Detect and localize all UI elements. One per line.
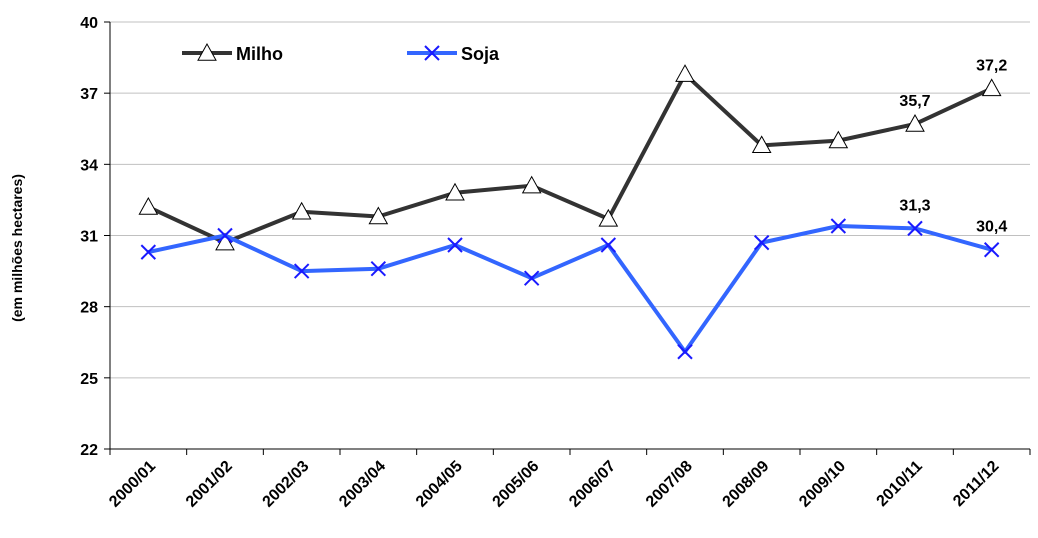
- x-tick-label: 2000/01: [106, 458, 159, 511]
- x-marker: [677, 344, 693, 360]
- y-tick-label: 25: [80, 371, 98, 388]
- x-tick-label: 2004/05: [413, 458, 466, 511]
- y-tick-label: 40: [80, 15, 98, 32]
- x-tick-label: 2007/08: [643, 458, 696, 511]
- triangle-marker: [215, 232, 235, 251]
- x-marker: [424, 45, 440, 61]
- x-marker: [293, 263, 310, 279]
- x-tick-label: 2010/11: [874, 458, 926, 510]
- legend-label: Soja: [461, 44, 500, 64]
- y-tick-label: 37: [80, 86, 98, 103]
- data-labels: 35,7 37,2 31,3 30,4: [899, 57, 1007, 235]
- series-line: [147, 72, 993, 245]
- data-label: 37,2: [976, 57, 1007, 74]
- x-tick-label: 2005/06: [490, 458, 543, 511]
- triangle-marker: [138, 197, 159, 215]
- data-label: 35,7: [899, 93, 930, 110]
- y-tick-label: 31: [80, 229, 98, 246]
- triangle-marker: [291, 201, 312, 220]
- triangle-marker: [905, 113, 925, 132]
- x-marker: [217, 227, 233, 244]
- legend-item-milho: Milho: [182, 42, 283, 64]
- y-tick-label: 28: [80, 300, 98, 317]
- y-axis-title: (em milhões hectares): [9, 174, 25, 322]
- x-marker: [983, 242, 1000, 258]
- triangle-marker: [368, 206, 389, 225]
- x-tick-label: 2003/04: [336, 458, 389, 511]
- series-milho: [138, 64, 1002, 251]
- legend-label: Milho: [236, 44, 283, 64]
- data-label: 31,3: [899, 197, 930, 214]
- triangle-marker: [197, 42, 217, 61]
- grid-lines: [110, 21, 1030, 379]
- y-tick-label: 34: [80, 157, 98, 174]
- triangle-marker: [828, 130, 849, 149]
- x-tick-label: 2009/10: [796, 458, 849, 511]
- x-marker: [447, 237, 463, 253]
- triangle-marker: [445, 182, 465, 201]
- legend-item-soja: Soja: [407, 44, 500, 64]
- y-tick-label: 22: [80, 442, 98, 459]
- triangle-marker: [675, 64, 695, 82]
- x-axis: 2000/01 2001/02 2002/03 2003/04 2004/05 2005/…: [106, 448, 1031, 511]
- y-axis: 22 25 28 31 34 37 40: [80, 15, 111, 459]
- series-line: [147, 224, 993, 354]
- triangle-marker: [521, 175, 542, 194]
- x-tick-label: 2008/09: [720, 458, 773, 511]
- triangle-marker: [598, 208, 619, 227]
- x-marker: [600, 237, 617, 253]
- series-soja: [140, 218, 1000, 360]
- x-marker: [830, 218, 847, 234]
- x-marker: [907, 220, 923, 237]
- data-label: 30,4: [976, 219, 1007, 236]
- x-marker: [140, 244, 157, 260]
- x-marker: [523, 270, 540, 286]
- x-tick-label: 2011/12: [950, 458, 1002, 510]
- x-marker: [753, 234, 770, 251]
- legend: Milho Soja: [182, 42, 500, 64]
- triangle-marker: [751, 135, 772, 154]
- triangle-marker: [981, 78, 1002, 97]
- x-tick-label: 2006/07: [566, 458, 619, 511]
- x-marker: [370, 261, 387, 277]
- series-lines: [138, 64, 1002, 360]
- x-tick-label: 2001/02: [183, 458, 236, 511]
- x-tick-label: 2002/03: [260, 458, 313, 511]
